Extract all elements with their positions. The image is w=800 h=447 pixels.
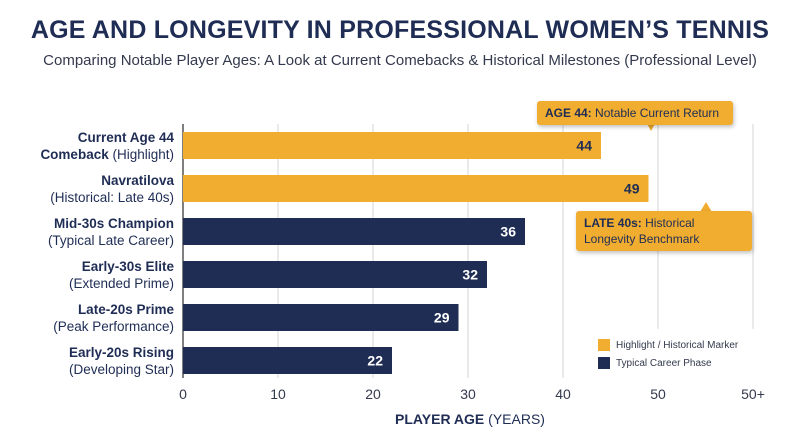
legend-entry-highlight: Highlight / Historical Marker <box>598 337 758 353</box>
chart-subtitle: Comparing Notable Player Ages: A Look at… <box>43 52 757 69</box>
x-tick-label-30: 30 <box>460 386 476 402</box>
legend-label-typical: Typical Career Phase <box>616 357 712 369</box>
category-label-2: Mid-30s Champion <box>54 216 174 231</box>
x-axis-title: PLAYER AGE (YEARS) <box>395 411 545 427</box>
x-axis-title-bold: PLAYER AGE <box>395 411 484 427</box>
x-tick-label-10: 10 <box>270 386 286 402</box>
category-sublabel-2: (Typical Late Career) <box>48 233 174 248</box>
bar-1 <box>183 175 649 202</box>
annotation-age-44: AGE 44: Notable Current Return <box>537 101 733 125</box>
bar-4 <box>183 304 459 331</box>
bar-value-label-0: 44 <box>576 138 592 154</box>
category-label-3: Early-30s Elite <box>82 259 175 274</box>
legend-label-highlight: Highlight / Historical Marker <box>616 339 739 351</box>
category-sublabel-3: (Extended Prime) <box>69 276 174 291</box>
category-sublabel-text-0: (Highlight) <box>112 147 174 162</box>
bar-value-label-1: 49 <box>624 181 640 197</box>
x-tick-label-20: 20 <box>365 386 381 402</box>
category-sublabel-5: (Developing Star) <box>69 362 174 377</box>
category-label-5: Early-20s Rising <box>69 345 174 360</box>
annotation-age-44-bold: AGE 44: <box>545 106 592 120</box>
bar-3 <box>183 261 487 288</box>
category-sublabel-0: Comeback (Highlight) <box>40 147 174 162</box>
category-sublabel-text-3: (Extended Prime) <box>69 276 174 291</box>
chart-title: AGE AND LONGEVITY IN PROFESSIONAL WOMEN’… <box>30 16 770 44</box>
category-sublabel-4: (Peak Performance) <box>53 319 174 334</box>
category-label-0: Current Age 44 <box>78 130 175 145</box>
annotation-age-44-text: Notable Current Return <box>591 106 720 120</box>
annotation-late-40s: LATE 40s: Historical Longevity Benchmark <box>576 211 752 251</box>
bar-2 <box>183 218 525 245</box>
category-sublabel-text-4: (Peak Performance) <box>53 319 174 334</box>
chart-legend: Highlight / Historical Marker Typical Ca… <box>592 329 764 379</box>
bar-value-label-3: 32 <box>462 267 478 283</box>
x-tick-label-0: 0 <box>179 386 187 402</box>
x-axis-title-rest: (YEARS) <box>484 411 545 427</box>
bar-value-label-4: 29 <box>434 310 450 326</box>
bar-5 <box>183 347 392 374</box>
category-sublabel-bold-0: Comeback <box>40 147 112 162</box>
category-label-4: Late-20s Prime <box>78 302 175 317</box>
x-tick-label-50: 50 <box>650 386 666 402</box>
legend-swatch-highlight <box>598 339 610 351</box>
legend-entry-typical: Typical Career Phase <box>598 355 758 371</box>
category-sublabel-text-2: (Typical Late Career) <box>48 233 174 248</box>
annotation-late-40s-text: Historical Longevity Benchmark <box>584 216 700 246</box>
category-label-1: Navratilova <box>101 173 174 188</box>
bar-value-label-2: 36 <box>500 224 516 240</box>
category-sublabel-text-1: (Historical: Late 40s) <box>50 190 174 205</box>
bar-0 <box>183 132 601 159</box>
annotation-late-40s-bold: LATE 40s: <box>584 216 642 230</box>
category-sublabel-1: (Historical: Late 40s) <box>50 190 174 205</box>
x-tick-label-50+: 50+ <box>741 386 765 402</box>
category-sublabel-text-5: (Developing Star) <box>69 362 174 377</box>
x-tick-label-40: 40 <box>555 386 571 402</box>
bar-value-label-5: 22 <box>367 353 383 369</box>
legend-swatch-typical <box>598 357 610 369</box>
annotation-late-40s-pointer <box>700 202 712 212</box>
